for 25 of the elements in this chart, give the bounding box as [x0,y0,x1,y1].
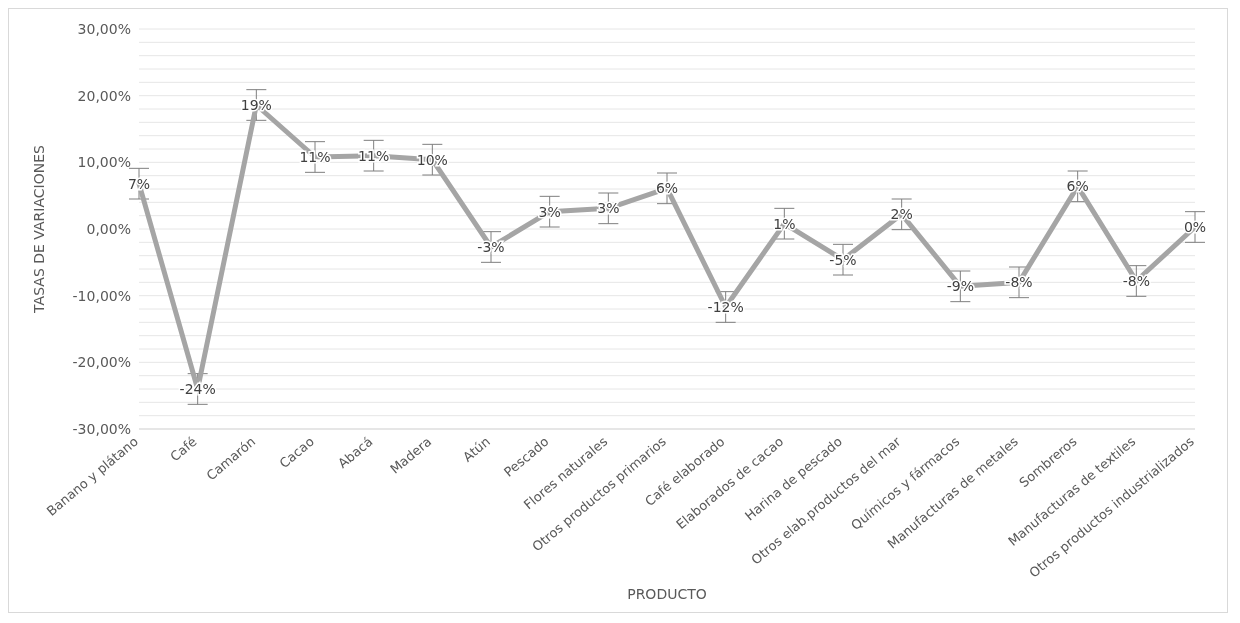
data-label: -9% [946,278,974,295]
y-tick-label: 20,00% [77,87,131,104]
data-label: 1% [773,215,796,232]
y-tick-label: -30,00% [72,420,131,437]
data-label: -12% [707,299,744,315]
data-label: -3% [477,239,505,255]
data-label: 19% [240,97,272,113]
data-label: 7% [127,175,151,192]
data-label: 6% [655,180,679,197]
data-label: 2% [890,206,913,223]
data-label: 0% [1183,219,1207,235]
data-label: 6% [1066,178,1089,195]
y-tick-label: 30,00% [77,20,131,37]
data-label: -8% [1005,274,1033,291]
y-axis-title: TASAS DE VARIACIONES [30,145,47,314]
x-axis-title: PRODUCTO [627,586,707,602]
data-label: -5% [829,251,857,268]
y-tick-label: 0,00% [86,220,131,237]
y-tick-label: -10,00% [72,287,131,304]
data-label: -24% [179,381,216,397]
data-label: 11% [299,149,331,165]
y-tick-label: -20,00% [72,354,131,371]
data-label: 10% [416,151,448,168]
data-label: -8% [1122,273,1150,289]
y-tick-label: 10,00% [77,154,131,171]
